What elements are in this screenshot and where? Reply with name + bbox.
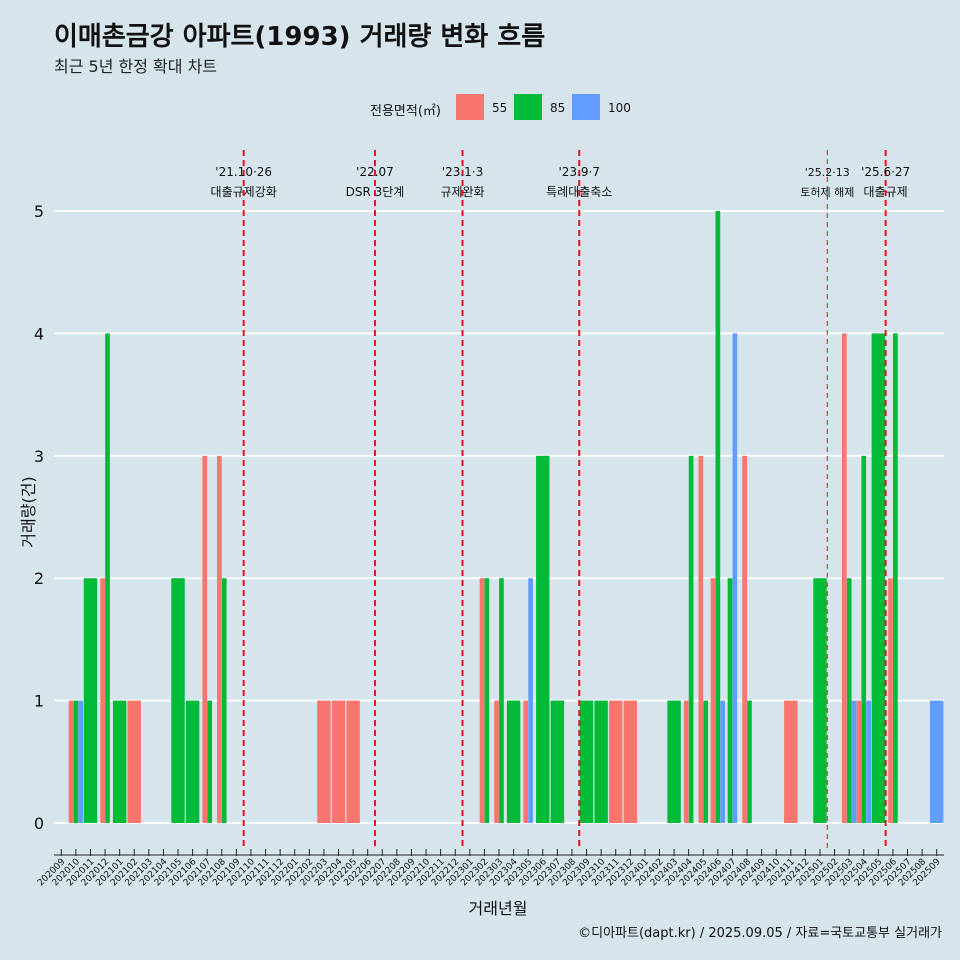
bar-55-202406 — [710, 578, 716, 823]
bar-55-202102 — [127, 700, 141, 823]
bar-100-202010 — [78, 700, 84, 823]
event-date-2: '23.1·3 — [442, 165, 483, 179]
bar-100-202503 — [851, 700, 857, 823]
bar-85-202503 — [846, 578, 852, 823]
bar-85-202506 — [893, 333, 898, 823]
y-tick-label: 3 — [34, 447, 44, 466]
bar-55-202107 — [202, 455, 208, 823]
event-date-5: '25.6·27 — [861, 165, 910, 179]
bar-55-202312 — [623, 700, 638, 823]
event-date-1: '22.07 — [356, 165, 394, 179]
bar-85-202303 — [499, 578, 504, 823]
bar-85-202106 — [185, 700, 200, 823]
bar-85-202101 — [112, 700, 127, 823]
bar-100-202406 — [720, 700, 726, 823]
bar-85-202108 — [221, 578, 227, 823]
bar-85-202107 — [207, 700, 212, 823]
bar-85-202011 — [83, 578, 98, 823]
bar-55-202404 — [683, 700, 689, 823]
bar-100-202509 — [929, 700, 944, 823]
y-tick-label: 0 — [34, 814, 44, 833]
x-axis-title: 거래년월 — [469, 899, 528, 918]
event-label-4: 토허제 해제 — [800, 185, 854, 199]
bar-85-202307 — [550, 700, 565, 823]
bar-55-202303 — [494, 700, 499, 823]
bar-55-202503 — [841, 333, 847, 823]
bar-100-202305 — [528, 578, 533, 823]
y-tick-label: 1 — [34, 692, 44, 711]
y-tick-label: 5 — [34, 202, 44, 221]
event-label-2: 규제완화 — [440, 185, 484, 199]
bar-85-202505 — [871, 333, 886, 823]
bar-55-202010 — [68, 700, 74, 823]
bar-55-202504 — [856, 700, 862, 823]
bar-55-202302 — [479, 578, 485, 823]
bar-85-202304 — [506, 700, 521, 823]
bar-55-202311 — [609, 700, 623, 823]
bar-55-202012 — [100, 578, 105, 823]
bar-55-202108 — [217, 455, 222, 823]
bar-85-202405 — [703, 700, 709, 823]
chart-title: 이매촌금강 아파트(1993) 거래량 변화 흐름 — [54, 22, 546, 52]
bar-85-202306 — [536, 455, 550, 823]
bar-55-202411 — [784, 700, 798, 823]
event-date-3: '23.9·7 — [559, 165, 600, 179]
y-axis-title: 거래량(건) — [19, 476, 38, 547]
legend-label-100: 100 — [608, 101, 631, 115]
legend-label-85: 85 — [550, 101, 566, 115]
bar-85-202302 — [484, 578, 490, 823]
bar-55-202408 — [742, 455, 747, 823]
bar-85-202010 — [73, 700, 79, 823]
bar-85-202504 — [861, 455, 867, 823]
bar-55-202305 — [523, 700, 529, 823]
legend-key-55 — [456, 94, 484, 120]
bar-85-202406 — [715, 211, 721, 823]
bar-85-202404 — [688, 455, 694, 823]
event-label-1: DSR 3단계 — [346, 185, 405, 199]
bar-85-202310 — [594, 700, 608, 823]
legend: 전용면적(㎡) 55 85 100 — [0, 92, 960, 122]
caption: ©디아파트(dapt.kr) / 2025.09.05 / 자료=국토교통부 실… — [578, 926, 942, 941]
event-label-5: 대출규제 — [864, 185, 908, 199]
bar-55-202405 — [698, 455, 704, 823]
bar-85-202407 — [727, 578, 733, 823]
chart-subtitle: 최근 5년 한정 확대 차트 — [54, 57, 218, 76]
event-label-0: 대출규제강화 — [211, 185, 277, 199]
bar-55-202203 — [317, 700, 331, 823]
y-tick-label: 4 — [34, 324, 44, 343]
bar-85-202403 — [667, 700, 681, 823]
bar-85-202408 — [747, 700, 752, 823]
legend-key-85 — [514, 94, 542, 120]
legend-key-100 — [572, 94, 600, 120]
event-date-0: '21.10·26 — [215, 165, 272, 179]
bar-85-202105 — [171, 578, 185, 823]
bar-55-202204 — [331, 700, 346, 823]
bar-85-202501 — [813, 578, 827, 823]
bar-55-202506 — [888, 578, 893, 823]
event-date-4: '25.2·13 — [805, 166, 850, 179]
bar-85-202309 — [579, 700, 594, 823]
legend-title: 전용면적(㎡) — [370, 104, 441, 119]
bar-100-202504 — [866, 700, 871, 823]
bar-55-202205 — [346, 700, 360, 823]
y-tick-label: 2 — [34, 569, 44, 588]
bar-85-202012 — [105, 333, 110, 823]
event-label-3: 특례대출축소 — [546, 185, 612, 199]
legend-label-55: 55 — [492, 101, 508, 115]
bar-100-202407 — [732, 333, 738, 823]
